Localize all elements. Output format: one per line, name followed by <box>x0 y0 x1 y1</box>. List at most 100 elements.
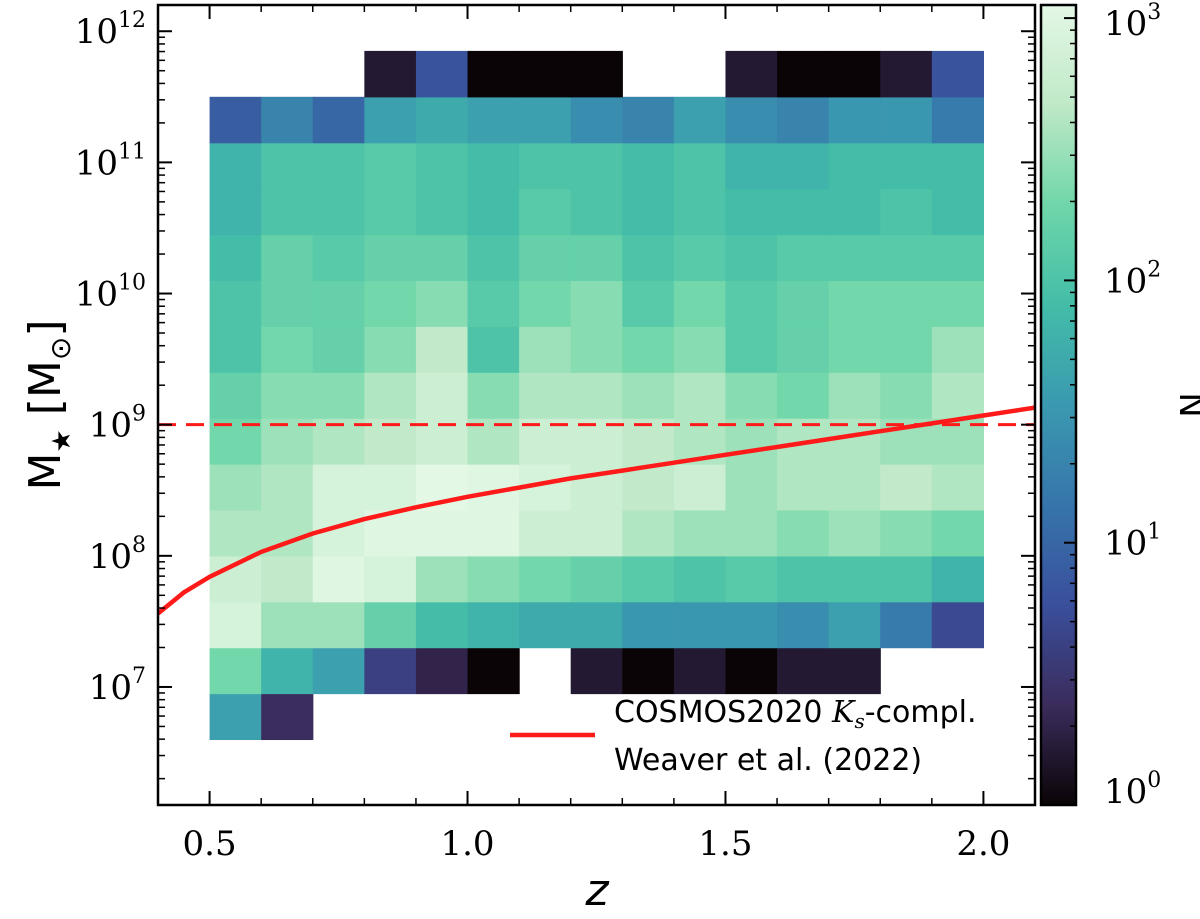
heatmap-cell <box>777 280 830 327</box>
heatmap-cell <box>931 509 985 557</box>
heatmap-cell <box>622 372 675 419</box>
heatmap-cell <box>673 326 727 373</box>
heatmap-cell <box>828 142 881 190</box>
heatmap-cell <box>312 372 365 419</box>
heatmap-cell <box>673 234 727 282</box>
heatmap-cell <box>570 142 623 190</box>
heatmap-cell <box>880 464 933 511</box>
colorbar-tick-label: 102 <box>1104 257 1161 301</box>
heatmap-cell <box>312 601 365 649</box>
heatmap-cell <box>415 326 469 373</box>
heatmap-cell <box>261 555 314 603</box>
heatmap-cell <box>467 372 520 419</box>
heatmap-cell <box>673 96 727 144</box>
heatmap-cell <box>673 555 727 603</box>
heatmap-cell <box>467 647 520 695</box>
heatmap-cell <box>931 50 985 98</box>
heatmap-cell <box>725 647 778 695</box>
heatmap-cell <box>880 50 933 98</box>
heatmap-cell <box>777 50 830 98</box>
heatmap-cell <box>777 142 830 190</box>
heatmap-cell <box>312 142 365 190</box>
heatmap-cell <box>725 555 778 603</box>
heatmap-cell <box>415 280 469 327</box>
x-axis-title: z <box>584 865 609 916</box>
heatmap-cell <box>415 509 469 557</box>
heatmap-cell <box>570 509 623 557</box>
heatmap-cell <box>261 142 314 190</box>
heatmap-cell <box>622 555 675 603</box>
heatmap-cell <box>673 601 727 649</box>
heatmap-cell <box>828 188 881 236</box>
heatmap-cell <box>467 601 520 649</box>
heatmap-cell <box>364 601 417 649</box>
heatmap-cell <box>364 647 417 695</box>
heatmap-cell <box>312 234 365 282</box>
heatmap-cell <box>312 326 365 373</box>
y-tick-label: 1011 <box>75 139 146 183</box>
colorbar-ticks: 100 101 102 103 <box>1064 0 1161 812</box>
heatmap-cell <box>777 555 830 603</box>
heatmap-cell <box>467 280 520 327</box>
heatmap-cell <box>415 142 469 190</box>
heatmap-cell <box>570 234 623 282</box>
heatmap-cell <box>725 326 778 373</box>
x-tick-label: 0.5 <box>183 824 237 864</box>
heatmap-cell <box>519 326 572 373</box>
heatmap-cell <box>725 509 778 557</box>
y-axis-ticks: 107 108 109 1010 1011 1012 <box>75 8 1035 780</box>
legend-label-sub: s <box>854 709 864 733</box>
heatmap-cell <box>364 142 417 190</box>
heatmap-cell <box>622 96 675 144</box>
heatmap-cell <box>777 464 830 511</box>
heatmap-cell <box>312 188 365 236</box>
heatmap-cell <box>777 601 830 649</box>
heatmap-cell <box>931 188 985 236</box>
heatmap-cell <box>725 188 778 236</box>
heatmap-cell <box>467 326 520 373</box>
colorbar-tick-label: 101 <box>1104 520 1161 564</box>
heatmap-cell <box>880 509 933 557</box>
heatmap-cell <box>467 96 520 144</box>
heatmap-cell <box>364 372 417 419</box>
heatmap-cell <box>364 555 417 603</box>
heatmap-cell <box>828 555 881 603</box>
heatmap-cell <box>312 555 365 603</box>
heatmap-cell <box>261 372 314 419</box>
heatmap-cell <box>261 234 314 282</box>
heatmap-cell <box>622 464 675 511</box>
heatmap-cell <box>312 96 365 144</box>
heatmap-cell <box>209 188 262 236</box>
y-axis-title-unit: [M <box>20 360 71 415</box>
heatmap-cell <box>519 372 572 419</box>
heatmap-cell <box>519 555 572 603</box>
heatmap-cell <box>622 326 675 373</box>
heatmap-cell <box>828 234 881 282</box>
heatmap-cell <box>415 372 469 419</box>
heatmap-cell <box>364 96 417 144</box>
heatmap-cell <box>880 234 933 282</box>
heatmap-cell <box>519 234 572 282</box>
heatmap-cell <box>312 280 365 327</box>
legend-label-math: K <box>831 695 856 730</box>
heatmap-cell <box>622 142 675 190</box>
heatmap-cell <box>931 234 985 282</box>
heatmap-cell <box>725 96 778 144</box>
heatmap-cell <box>880 142 933 190</box>
heatmap-cell <box>415 555 469 603</box>
heatmap-cell <box>931 142 985 190</box>
svg-text:M★ [M⊙]: M★ [M⊙] <box>20 319 77 490</box>
heatmap-cell <box>209 96 262 144</box>
heatmap-cell <box>364 50 417 98</box>
x-tick-label: 2.0 <box>956 824 1010 864</box>
heatmap-cell <box>570 372 623 419</box>
heatmap-cell <box>880 555 933 603</box>
completeness-curve <box>158 405 1035 616</box>
colorbar-tick-label: 103 <box>1104 0 1161 44</box>
heatmap-cell <box>519 601 572 649</box>
colorbar-tick-label: 100 <box>1104 768 1161 812</box>
heatmap-cell <box>570 96 623 144</box>
heatmap-cell <box>519 142 572 190</box>
heatmap-cell <box>777 234 830 282</box>
heatmap-cell <box>209 234 262 282</box>
